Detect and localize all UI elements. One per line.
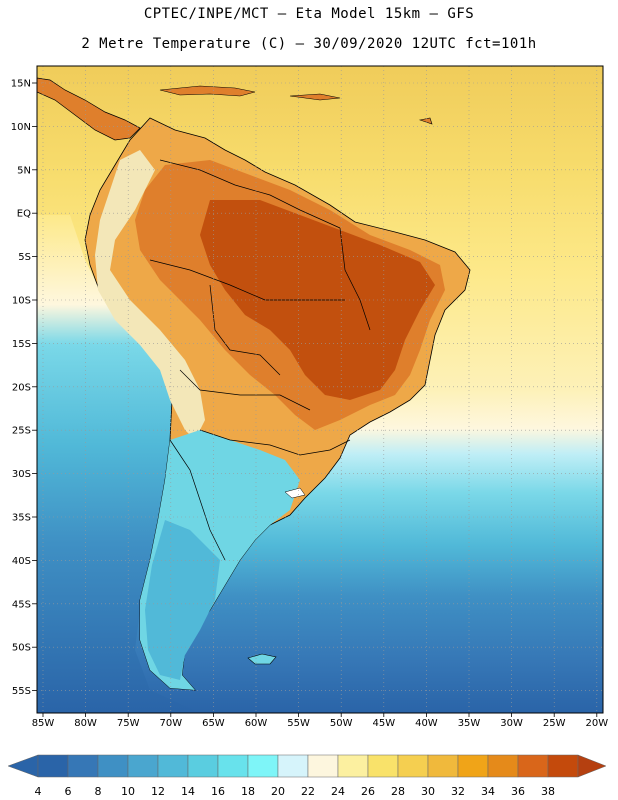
colorbar-label: 10 xyxy=(121,785,135,798)
lagoon xyxy=(284,487,306,499)
longitude-label: 25W xyxy=(543,718,566,729)
latitude-labels: 15N 10N 5N EQ 5S 10S 15S 20S 25S 30S 35S 40S 45S 50S 5… xyxy=(11,79,37,697)
longitude-label: 35W xyxy=(458,718,481,729)
latitude-label: 10S xyxy=(12,296,31,307)
latitude-label: 5S xyxy=(18,252,31,263)
longitude-labels: 85W 80W 75W 70W 65W 60W 55W 50W 45W 40W 35W 30W 25W 2… xyxy=(32,713,608,729)
colorbar-swatch xyxy=(37,754,69,778)
colorbar-swatch xyxy=(397,754,429,778)
country-borders xyxy=(149,159,371,561)
latitude-label: 45S xyxy=(12,599,31,610)
latitude-label: 5N xyxy=(17,165,31,176)
longitude-label: 20W xyxy=(585,718,608,729)
latitude-label: EQ xyxy=(17,209,31,220)
colorbar-label: 30 xyxy=(421,785,435,798)
longitude-label: 45W xyxy=(372,718,395,729)
colorbar: 4 6 8 10 12 14 16 18 20 22 24 26 28 30 32 34 36 38 xyxy=(7,754,607,798)
longitude-label: 60W xyxy=(245,718,268,729)
colorbar-label: 16 xyxy=(211,785,225,798)
colorbar-swatch xyxy=(187,754,219,778)
colorbar-high-arrow xyxy=(577,754,607,778)
colorbar-label: 4 xyxy=(35,785,42,798)
colorbar-swatch xyxy=(337,754,369,778)
colorbar-swatch xyxy=(487,754,519,778)
latitude-label: 55S xyxy=(12,686,31,697)
map-field xyxy=(37,66,603,713)
falkland-islands xyxy=(247,653,277,665)
colorbar-swatch xyxy=(157,754,189,778)
colorbar-swatch xyxy=(367,754,399,778)
latitude-label: 25S xyxy=(12,426,31,437)
colorbar-label: 8 xyxy=(95,785,102,798)
colorbar-label: 20 xyxy=(271,785,285,798)
latitude-label: 40S xyxy=(12,556,31,567)
colorbar-label: 12 xyxy=(151,785,165,798)
colorbar-swatch xyxy=(217,754,249,778)
latitude-label: 15S xyxy=(12,339,31,350)
colorbar-swatch xyxy=(247,754,279,778)
latitude-label: 10N xyxy=(11,122,31,133)
central-america xyxy=(37,77,141,141)
caribbean-islands xyxy=(159,85,433,125)
longitude-label: 30W xyxy=(500,718,523,729)
colorbar-swatch xyxy=(457,754,489,778)
patagonia-cold xyxy=(145,520,220,680)
colorbar-label: 34 xyxy=(481,785,495,798)
map-title-model: CPTEC/INPE/MCT – Eta Model 15km – GFS xyxy=(143,6,475,22)
latitude-label: 50S xyxy=(12,643,31,654)
colorbar-swatch xyxy=(427,754,459,778)
colorbar-low-arrow xyxy=(7,754,39,778)
colorbar-label: 14 xyxy=(181,785,195,798)
colorbar-label: 38 xyxy=(541,785,555,798)
colorbar-swatch xyxy=(547,754,579,778)
longitude-label: 40W xyxy=(415,718,438,729)
colorbar-label: 22 xyxy=(301,785,315,798)
latitude-label: 30S xyxy=(12,469,31,480)
colorbar-label: 26 xyxy=(361,785,375,798)
colorbar-label: 36 xyxy=(511,785,525,798)
andes-highlands xyxy=(95,150,205,440)
colorbar-label: 32 xyxy=(451,785,465,798)
map-title-variable: 2 Metre Temperature (C) – 30/09/2020 12U… xyxy=(81,36,537,52)
longitude-label: 75W xyxy=(117,718,140,729)
pacific-ocean xyxy=(37,215,200,713)
longitude-label: 50W xyxy=(330,718,353,729)
longitude-label: 85W xyxy=(32,718,55,729)
map-frame xyxy=(36,65,604,714)
longitude-label: 80W xyxy=(74,718,97,729)
colorbar-label: 6 xyxy=(65,785,72,798)
longitude-label: 65W xyxy=(202,718,225,729)
colorbar-swatch xyxy=(307,754,339,778)
colorbar-swatch xyxy=(67,754,99,778)
longitude-label: 55W xyxy=(287,718,310,729)
colorbar-label: 24 xyxy=(331,785,345,798)
colorbar-label: 18 xyxy=(241,785,255,798)
colorbar-swatch xyxy=(277,754,309,778)
latitude-label: 35S xyxy=(12,513,31,524)
colorbar-swatch xyxy=(127,754,159,778)
latitude-label: 20S xyxy=(12,382,31,393)
colorbar-label: 28 xyxy=(391,785,405,798)
colorbar-swatch xyxy=(97,754,129,778)
longitude-label: 70W xyxy=(159,718,182,729)
latitude-label: 15N xyxy=(11,79,31,90)
colorbar-swatch xyxy=(517,754,549,778)
